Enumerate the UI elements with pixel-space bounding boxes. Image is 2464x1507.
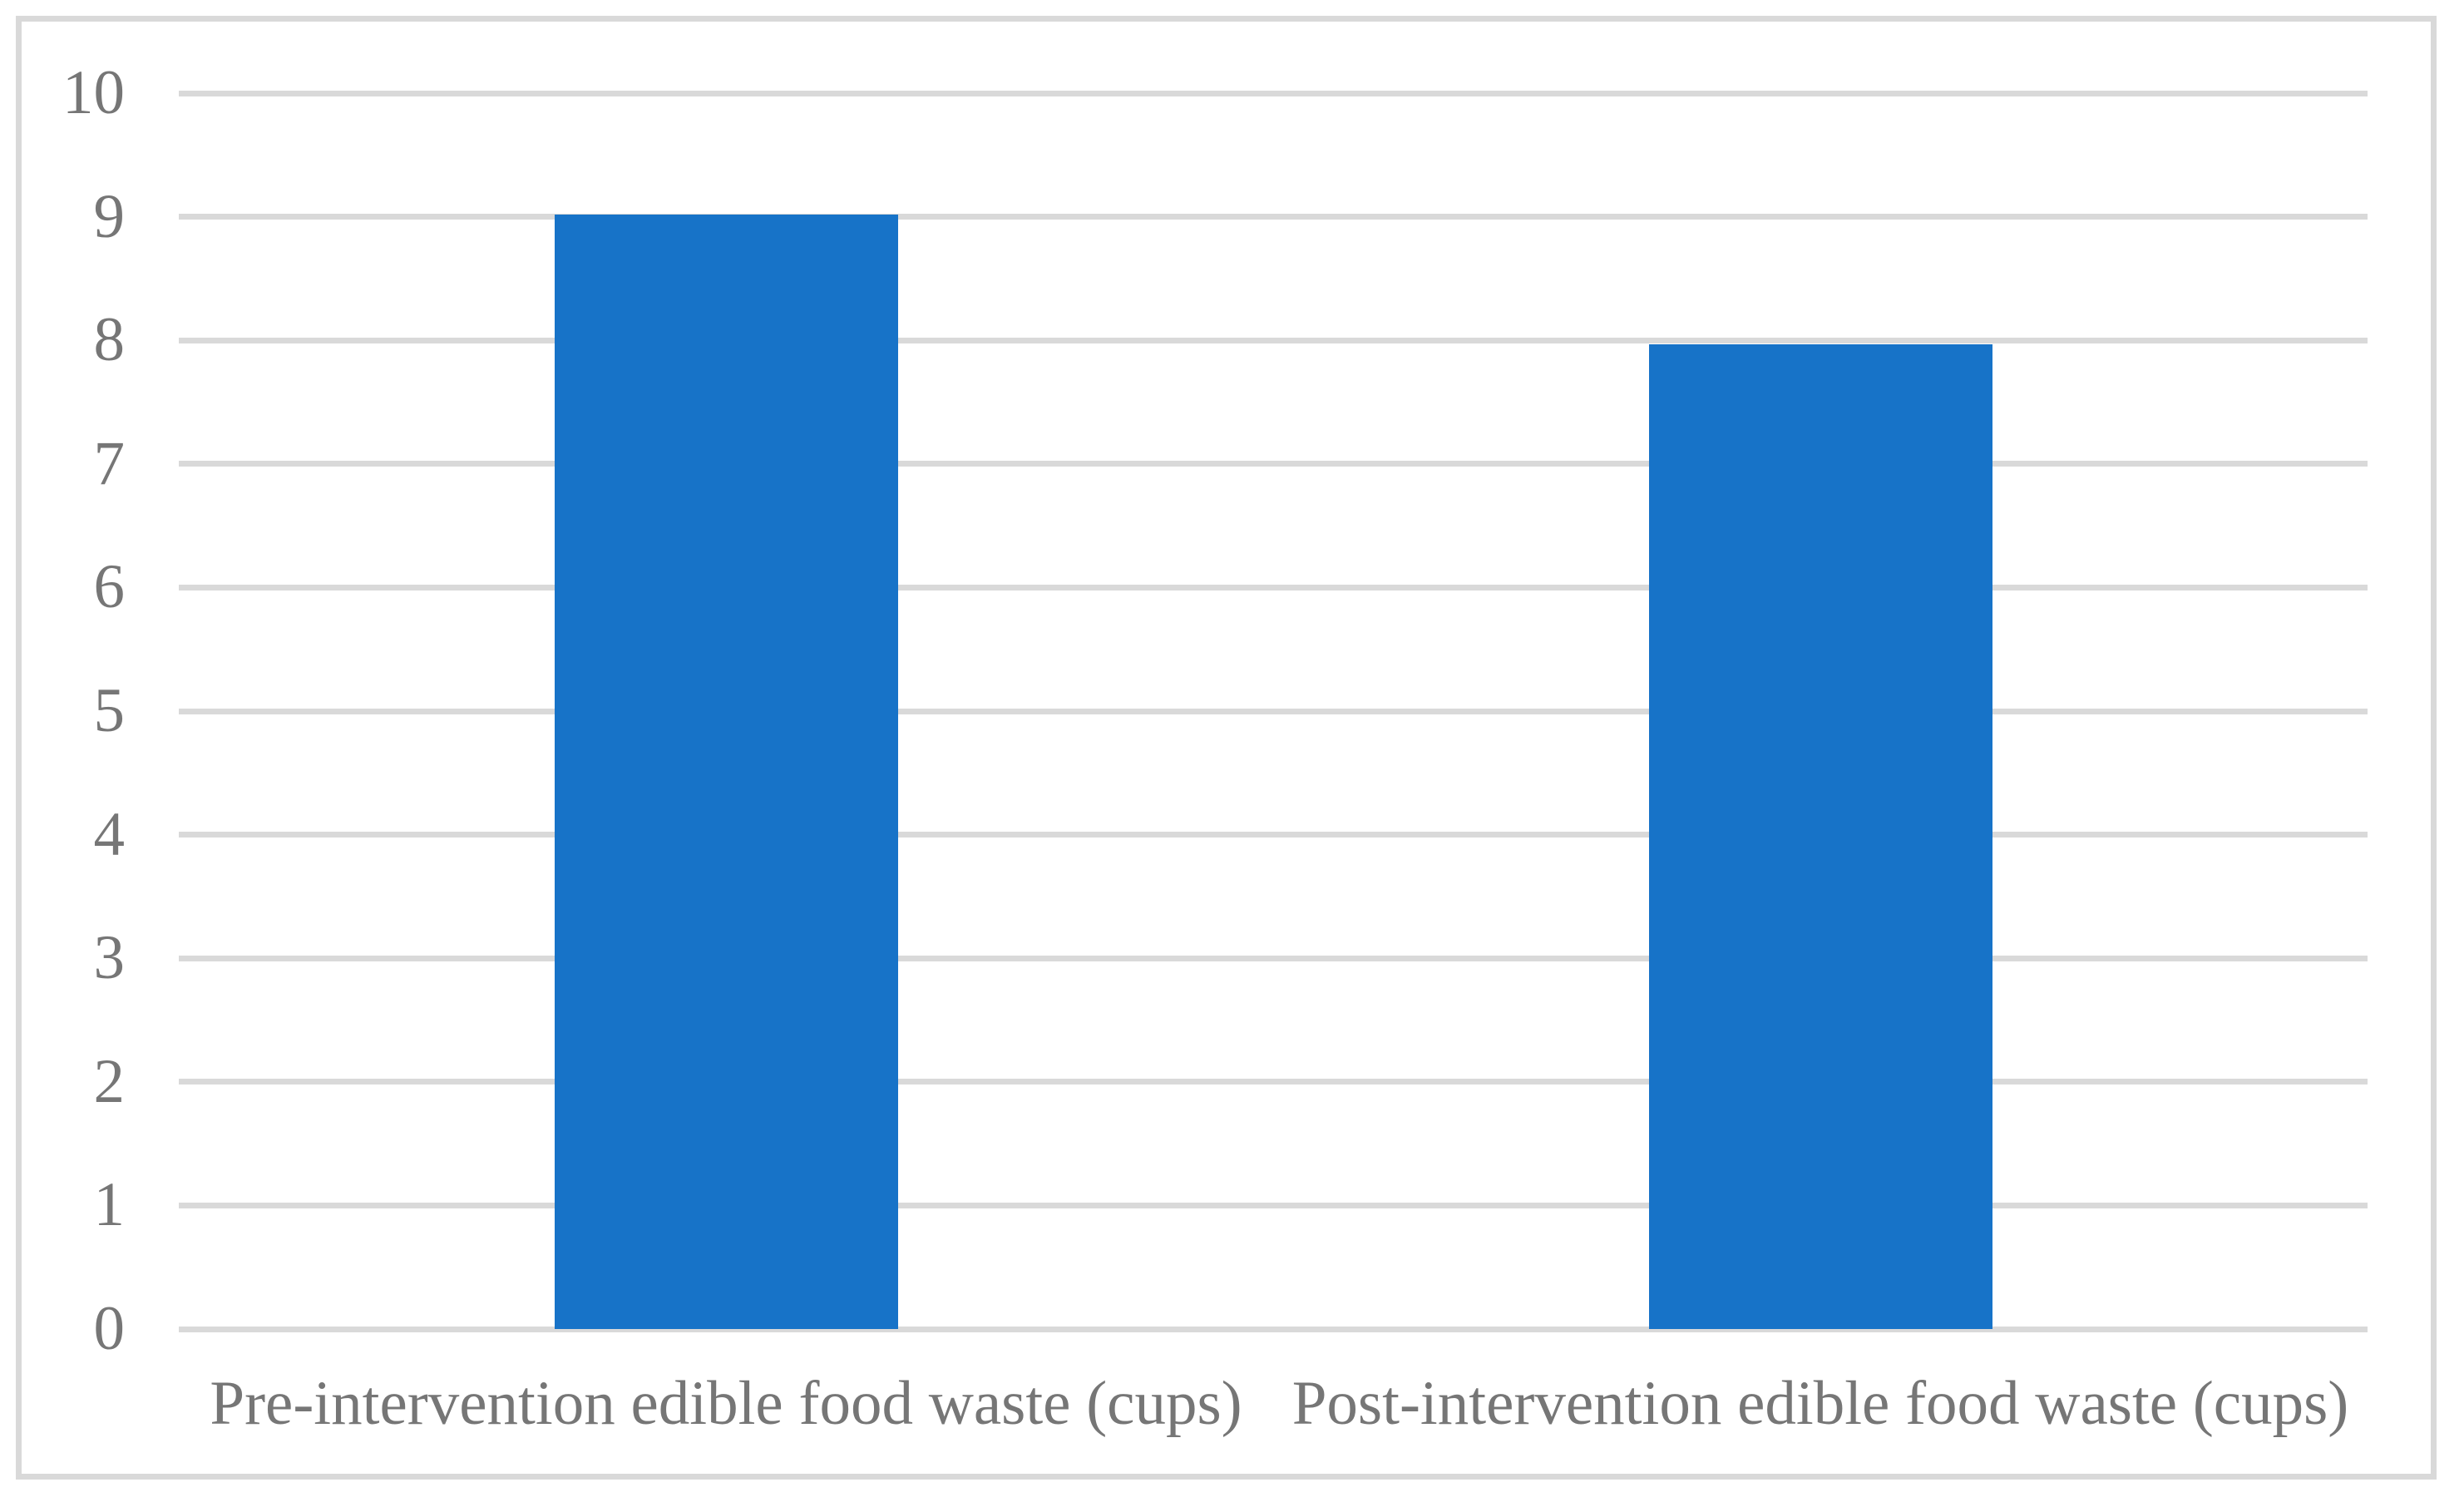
gridline-y-6 bbox=[179, 584, 2368, 590]
gridline-y-1 bbox=[179, 1202, 2368, 1208]
bar-pre-intervention bbox=[554, 214, 898, 1329]
y-tick-label-1: 1 bbox=[93, 1170, 126, 1240]
gridline-y-4 bbox=[179, 832, 2368, 838]
y-tick-label-9: 9 bbox=[93, 181, 126, 251]
gridline-y-3 bbox=[179, 955, 2368, 961]
bar-post-intervention bbox=[1648, 343, 1992, 1329]
y-tick-label-2: 2 bbox=[93, 1046, 126, 1116]
y-tick-label-4: 4 bbox=[93, 799, 126, 869]
y-tick-label-6: 6 bbox=[93, 552, 126, 622]
chart-border bbox=[16, 16, 2437, 1480]
y-tick-label-5: 5 bbox=[93, 676, 126, 745]
y-tick-label-8: 8 bbox=[93, 305, 126, 375]
x-category-label-pre-intervention: Pre-intervention edible food waste (cups… bbox=[210, 1369, 1242, 1438]
y-tick-label-0: 0 bbox=[93, 1294, 126, 1363]
x-category-label-post-intervention: Post-intervention edible food waste (cup… bbox=[1291, 1369, 2349, 1438]
gridline-y-8 bbox=[179, 337, 2368, 343]
y-tick-label-7: 7 bbox=[93, 428, 126, 498]
gridline-y-2 bbox=[179, 1079, 2368, 1085]
y-tick-label-10: 10 bbox=[62, 58, 125, 127]
gridline-y-7 bbox=[179, 461, 2368, 467]
gridline-y-0 bbox=[179, 1326, 2368, 1332]
y-tick-label-3: 3 bbox=[93, 923, 126, 993]
gridline-y-5 bbox=[179, 708, 2368, 714]
gridline-y-10 bbox=[179, 90, 2368, 96]
gridline-y-9 bbox=[179, 214, 2368, 220]
